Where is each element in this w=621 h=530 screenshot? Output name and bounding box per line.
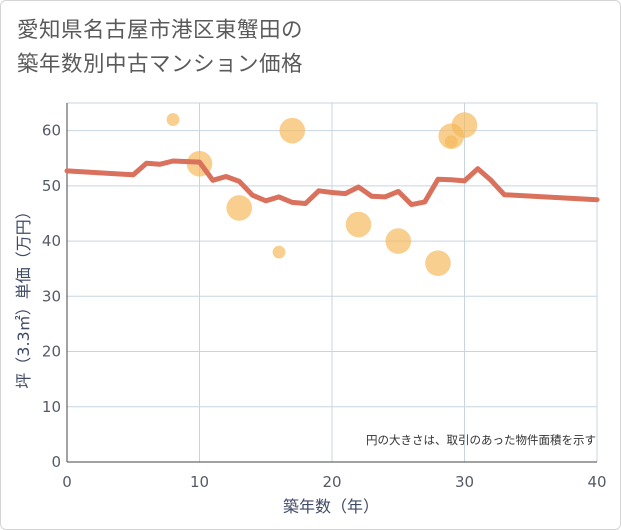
y-tick-label: 20 <box>42 343 61 361</box>
bubble-point <box>226 195 253 221</box>
x-tick-label: 10 <box>190 473 209 491</box>
trend-series <box>64 158 600 208</box>
bubble-point <box>425 250 451 276</box>
y-tick-label: 60 <box>42 122 61 140</box>
x-tick-label: 40 <box>587 473 606 491</box>
bubble-point <box>166 113 180 126</box>
y-tick-label: 30 <box>42 287 61 305</box>
x-tick-label: 0 <box>62 473 72 491</box>
y-tick-label: 10 <box>42 398 61 416</box>
title-line-2: 築年数別中古マンション価格 <box>17 52 304 77</box>
x-tick-label: 20 <box>322 473 341 491</box>
bubble-size-note: 円の大きさは、取引のあった物件面積を示す <box>366 433 596 447</box>
title-line-1: 愛知県名古屋市港区東蟹田の <box>17 18 304 43</box>
grid <box>66 102 598 463</box>
x-tick-label: 30 <box>455 473 474 491</box>
chart-title: 愛知県名古屋市港区東蟹田の 築年数別中古マンション価格 <box>17 14 303 82</box>
y-tick-label: 50 <box>42 177 61 195</box>
y-axis-title: 坪（3.3㎡）単価（万円） <box>14 203 33 388</box>
bubble-point <box>385 228 412 254</box>
bubble-point <box>444 135 458 149</box>
y-tick-label: 0 <box>51 453 61 471</box>
y-tick-label: 40 <box>42 232 61 250</box>
average-price-line <box>64 158 600 208</box>
bubble-point <box>451 112 478 138</box>
tick-labels: 0 10 20 30 40 50 60 0 10 20 30 40 <box>42 122 607 491</box>
bubble-point <box>272 245 286 259</box>
bubble-point <box>279 117 306 144</box>
bubble-point <box>345 211 372 238</box>
x-axis-title: 築年数（年） <box>283 497 379 516</box>
